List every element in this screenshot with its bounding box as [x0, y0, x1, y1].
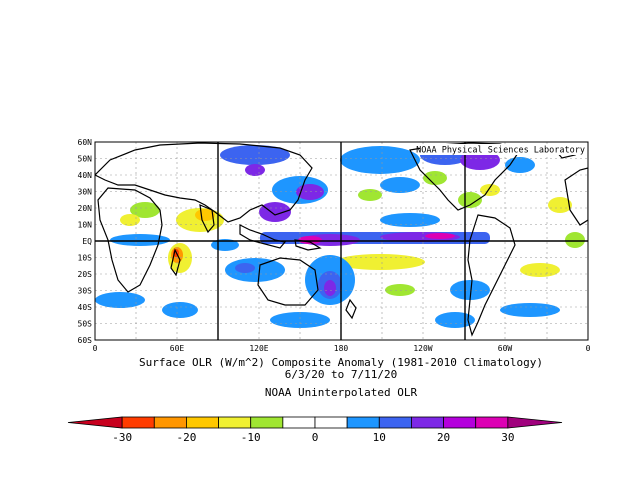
lat-label: 60N: [78, 138, 93, 147]
colorbar-swatch: [378, 416, 412, 429]
lat-label: 30S: [78, 287, 93, 296]
colorbar-tick-label: 30: [501, 431, 514, 444]
colorbar-swatch: [153, 416, 187, 429]
colorbar-swatch: [314, 416, 348, 429]
lon-label: 180: [334, 344, 349, 353]
colorbar-swatch: [475, 416, 509, 429]
lat-label: 20S: [78, 270, 93, 279]
map-frame: [94, 141, 589, 341]
lat-label: EQ: [82, 237, 92, 246]
lon-label: 60W: [498, 344, 513, 353]
colorbar-swatch: [218, 416, 252, 429]
colorbar-tick-label: -20: [176, 431, 196, 444]
lat-label: 20N: [78, 204, 93, 213]
colorbar-tick-label: 0: [312, 431, 319, 444]
colorbar-swatch: [67, 416, 123, 429]
colorbar-tick-label: -30: [112, 431, 132, 444]
lat-label: 50S: [78, 320, 93, 329]
lat-label: 30N: [78, 188, 93, 197]
colorbar-tick-label: -10: [241, 431, 261, 444]
colorbar-swatch: [507, 416, 563, 429]
credit-text: NOAA Physical Sciences Laboratory: [416, 146, 585, 156]
lon-label: 0: [586, 344, 591, 353]
lon-label: 0: [93, 344, 98, 353]
coastlines: [95, 142, 588, 337]
colorbar-swatch: [346, 416, 380, 429]
lat-label: 50N: [78, 155, 93, 164]
colorbar-tick-label: 20: [437, 431, 450, 444]
lon-label: 120E: [249, 344, 268, 353]
lon-label: 120W: [413, 344, 432, 353]
lon-labels: 0 60E 120E 180 120W 60W 0: [93, 344, 591, 353]
colorbar-tick-label: 10: [373, 431, 386, 444]
colorbar-swatch: [282, 416, 316, 429]
caption-dates: 6/3/20 to 7/11/20: [285, 368, 398, 381]
caption-source: NOAA Uninterpolated OLR: [265, 386, 418, 399]
lat-label: 40N: [78, 171, 93, 180]
lat-label: 10S: [78, 254, 93, 263]
major-grid: [95, 142, 588, 340]
colorbar-swatch: [443, 416, 477, 429]
lat-label: 60S: [78, 336, 93, 345]
colorbar-swatch: [121, 416, 155, 429]
credit-background: [420, 144, 586, 155]
lat-label: 10N: [78, 221, 93, 230]
lon-label: 60E: [170, 344, 185, 353]
caption-title: Surface OLR (W/m^2) Composite Anomaly (1…: [139, 356, 543, 369]
colorbar-swatch: [411, 416, 444, 429]
colorbar: -30 -20 -10 0 10 20 30: [67, 416, 563, 444]
colorbar-swatch: [250, 416, 284, 429]
colorbar-swatch: [186, 416, 219, 429]
lat-label: 40S: [78, 303, 93, 312]
lat-labels: 60N 50N 40N 30N 20N 10N EQ 10S 20S 30S 4…: [78, 138, 93, 345]
